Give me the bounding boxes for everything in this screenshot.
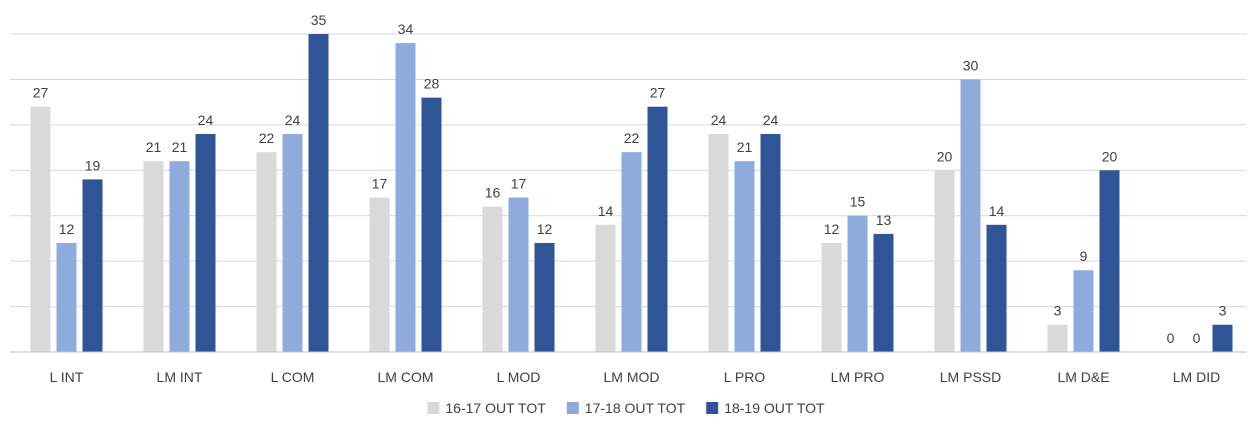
x-tick-label: L COM (271, 369, 315, 385)
data-label: 12 (537, 221, 553, 237)
bar (760, 133, 781, 352)
data-label: 16 (485, 185, 501, 201)
legend-swatch (706, 402, 719, 414)
data-label: 35 (311, 12, 327, 28)
data-label: 15 (850, 194, 866, 210)
data-label: 21 (146, 139, 162, 155)
bar (30, 106, 51, 352)
data-label: 3 (1054, 303, 1062, 319)
x-tick-label: LM D&E (1057, 369, 1109, 385)
bars (30, 34, 1233, 353)
bar (421, 97, 442, 353)
data-label: 0 (1193, 330, 1201, 346)
bar (734, 161, 755, 352)
bar (282, 133, 303, 352)
bar (1212, 324, 1233, 352)
bar (534, 242, 555, 352)
x-tick-label: LM DID (1173, 369, 1220, 385)
bar (169, 161, 190, 352)
x-tick-label: LM INT (157, 369, 203, 385)
bar (986, 224, 1007, 352)
bar (960, 79, 981, 352)
bar (873, 233, 894, 352)
legend-swatch (566, 402, 579, 414)
data-labels: 27 12 19 21 21 24 22 24 35 17 34 28 16 17 12 14 22 27 24 21… (33, 12, 1227, 346)
data-label: 20 (1102, 148, 1118, 164)
x-tick-label: L MOD (497, 369, 541, 385)
data-label: 19 (85, 157, 101, 173)
bar (595, 224, 616, 352)
data-label: 27 (650, 85, 666, 101)
data-label: 34 (398, 21, 414, 37)
data-label: 22 (624, 130, 640, 146)
bar (708, 133, 729, 352)
bar (369, 197, 390, 352)
x-axis: L INT LM INT L COM LM COM L MOD LM MOD L PRO LM… (10, 351, 1247, 385)
data-label: 21 (172, 139, 188, 155)
data-label: 14 (598, 203, 614, 219)
bar (56, 242, 77, 352)
bar (847, 215, 868, 352)
data-label: 30 (963, 57, 979, 73)
x-tick-label: L PRO (724, 369, 766, 385)
data-label: 27 (33, 85, 49, 101)
data-label: 3 (1219, 303, 1227, 319)
x-tick-label: L INT (50, 369, 84, 385)
x-tick-label: LM MOD (604, 369, 660, 385)
data-label: 21 (737, 139, 753, 155)
x-tick-label: LM PRO (831, 369, 885, 385)
data-label: 0 (1167, 330, 1175, 346)
data-label: 22 (259, 130, 275, 146)
data-label: 13 (876, 212, 892, 228)
bar (621, 152, 642, 352)
legend-swatch (427, 402, 440, 414)
x-tick-label: LM COM (378, 369, 434, 385)
data-label: 20 (937, 148, 953, 164)
bar (1047, 324, 1068, 352)
bar (308, 34, 329, 353)
data-label: 9 (1080, 248, 1088, 264)
legend-label: 16-17 OUT TOT (445, 400, 546, 416)
bar (195, 133, 216, 352)
bar (82, 179, 103, 352)
bar (482, 206, 503, 352)
data-label: 12 (824, 221, 840, 237)
data-label: 14 (989, 203, 1005, 219)
bar (821, 242, 842, 352)
bar (1099, 170, 1120, 352)
data-label: 12 (59, 221, 75, 237)
bar (647, 106, 668, 352)
bar (143, 161, 164, 352)
data-label: 24 (711, 112, 727, 128)
bar (1073, 270, 1094, 352)
bar (256, 152, 277, 352)
legend-label: 17-18 OUT TOT (585, 400, 686, 416)
data-label: 24 (763, 112, 779, 128)
bar (395, 43, 416, 353)
data-label: 28 (424, 76, 440, 92)
data-label: 24 (285, 112, 301, 128)
legend-label: 18-19 OUT TOT (724, 400, 825, 416)
data-label: 24 (198, 112, 214, 128)
data-label: 17 (372, 176, 388, 192)
data-label: 17 (511, 176, 527, 192)
x-tick-label: LM PSSD (940, 369, 1001, 385)
legend: 16-17 OUT TOT 17-18 OUT TOT 18-19 OUT TOT (427, 400, 825, 416)
bar (934, 170, 955, 352)
bar (508, 197, 529, 352)
